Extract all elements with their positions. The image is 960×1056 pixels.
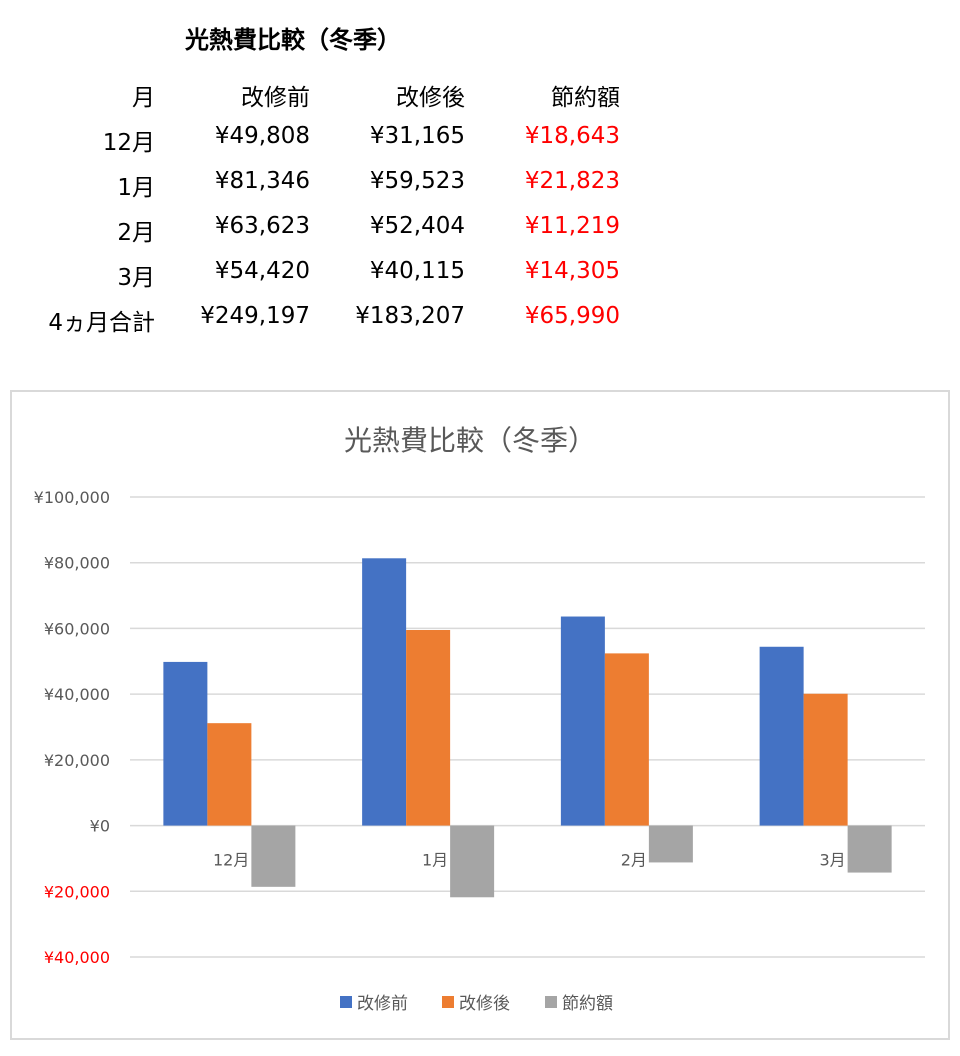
y-tick-label: ¥100,000 [34,488,110,507]
table-cell: 2月 [117,220,155,246]
y-tick-label: ¥60,000 [44,619,110,638]
legend-swatch [442,996,454,1008]
legend-label: 改修前 [357,994,408,1014]
y-tick-label: ¥20,000 [44,882,110,901]
table-header-cell: 改修前 [241,85,310,111]
table-cell: ¥49,808 [214,123,310,149]
table-header-cell: 月 [132,85,155,111]
x-tick-label: 3月 [819,851,845,870]
chart-area [10,390,950,1040]
table-title: 光熱費比較（冬季） [185,26,401,54]
chart-title: 光熱費比較（冬季） [344,424,596,457]
bar-1-0 [207,723,252,826]
y-tick-label: ¥40,000 [44,685,110,704]
table-cell: 1月 [117,175,155,201]
y-tick-label: ¥80,000 [44,554,110,573]
table-cell: 3月 [117,265,155,291]
x-tick-label: 12月 [213,851,249,870]
bar-0-3 [759,646,804,826]
bar-1-3 [803,693,848,826]
table-cell: ¥65,990 [524,303,620,329]
x-tick-label: 2月 [621,851,647,870]
legend-swatch [340,996,352,1008]
table-cell: ¥40,115 [369,258,465,284]
table-cell: ¥11,219 [524,213,620,239]
y-tick-label: ¥40,000 [44,948,110,967]
bar-0-0 [163,661,208,826]
table-cell: ¥21,823 [524,168,620,194]
table-cell: ¥54,420 [214,258,310,284]
legend-swatch [545,996,557,1008]
x-tick-label: 1月 [422,851,448,870]
y-tick-label: ¥20,000 [44,751,110,770]
table-cell: ¥52,404 [369,213,465,239]
table-cell: 4ヵ月合計 [48,310,155,336]
table-cell: ¥183,207 [355,303,465,329]
legend-label: 節約額 [562,994,613,1014]
table-cell: ¥59,523 [369,168,465,194]
bar-2-1 [450,825,495,898]
bar-1-1 [406,629,451,826]
table-cell: ¥14,305 [524,258,620,284]
y-tick-label: ¥0 [90,817,110,836]
legend-label: 改修後 [459,994,510,1014]
bar-2-2 [648,825,693,863]
table-header-cell: 節約額 [551,85,620,111]
table-cell: ¥18,643 [524,123,620,149]
bar-0-2 [560,616,605,826]
bar-2-0 [251,825,296,887]
table-cell: ¥31,165 [369,123,465,149]
table-cell: 12月 [102,130,155,156]
table-cell: ¥81,346 [214,168,310,194]
bar-0-1 [362,558,407,826]
table-header-cell: 改修後 [396,85,465,111]
table-cell: ¥249,197 [200,303,310,329]
table-cell: ¥63,623 [214,213,310,239]
bar-2-3 [847,825,892,873]
bar-1-2 [604,653,649,826]
